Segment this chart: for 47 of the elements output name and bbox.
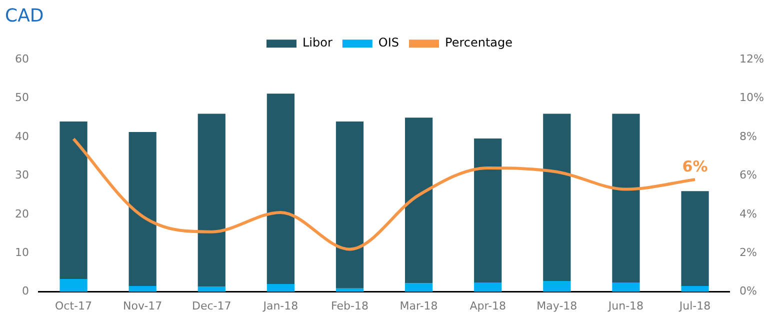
bar xyxy=(404,118,433,284)
y-tick-label: 40 xyxy=(14,130,29,143)
y-tick-label: 0 xyxy=(22,284,29,298)
x-tick-label: May-18 xyxy=(536,299,578,312)
y2-tick-label: 10% xyxy=(740,91,764,104)
legend-label: Percentage xyxy=(445,36,513,50)
x-tick-label: Apr-18 xyxy=(470,299,506,312)
y2-tick-label: 2% xyxy=(740,246,758,259)
bar xyxy=(60,279,88,292)
bar xyxy=(128,286,156,292)
legend-label: OIS xyxy=(378,36,400,50)
x-tick-label: Jul-18 xyxy=(678,299,711,312)
bar xyxy=(681,191,709,286)
x-tick-label: Mar-18 xyxy=(400,299,438,312)
y-tick-label: 20 xyxy=(14,207,29,220)
bar xyxy=(543,114,571,281)
bar xyxy=(612,282,640,292)
bar xyxy=(60,122,88,280)
x-tick-label: Feb-18 xyxy=(331,299,368,312)
bar xyxy=(474,282,502,292)
bar xyxy=(543,280,571,292)
y-tick-label: 30 xyxy=(14,168,29,182)
y2-tick-label: 0% xyxy=(740,284,758,298)
y2-tick-label: 4% xyxy=(740,207,758,220)
y2-tick-label: 12% xyxy=(740,52,764,66)
bar xyxy=(266,284,294,292)
legend-label: Libor xyxy=(302,36,332,50)
bar xyxy=(336,122,364,288)
y-tick-label: 50 xyxy=(14,91,29,104)
bar xyxy=(198,114,226,287)
x-tick-label: Dec-17 xyxy=(192,299,232,312)
x-tick-label: Oct-17 xyxy=(55,299,92,312)
bar xyxy=(128,132,156,286)
y-tick-label: 10 xyxy=(14,246,29,259)
bar xyxy=(474,138,502,283)
chart-title: CAD xyxy=(5,5,44,26)
bar xyxy=(612,114,640,283)
y2-tick-label: 6% xyxy=(740,168,758,182)
y-tick-label: 60 xyxy=(14,52,29,66)
data-label: 6% xyxy=(682,157,708,176)
bar xyxy=(266,94,294,284)
bar xyxy=(681,286,709,292)
x-tick-label: Nov-17 xyxy=(123,299,162,312)
bar xyxy=(404,283,433,292)
x-tick-label: Jun-18 xyxy=(607,299,644,312)
x-tick-label: Jan-18 xyxy=(262,299,298,312)
y2-tick-label: 8% xyxy=(740,130,758,143)
